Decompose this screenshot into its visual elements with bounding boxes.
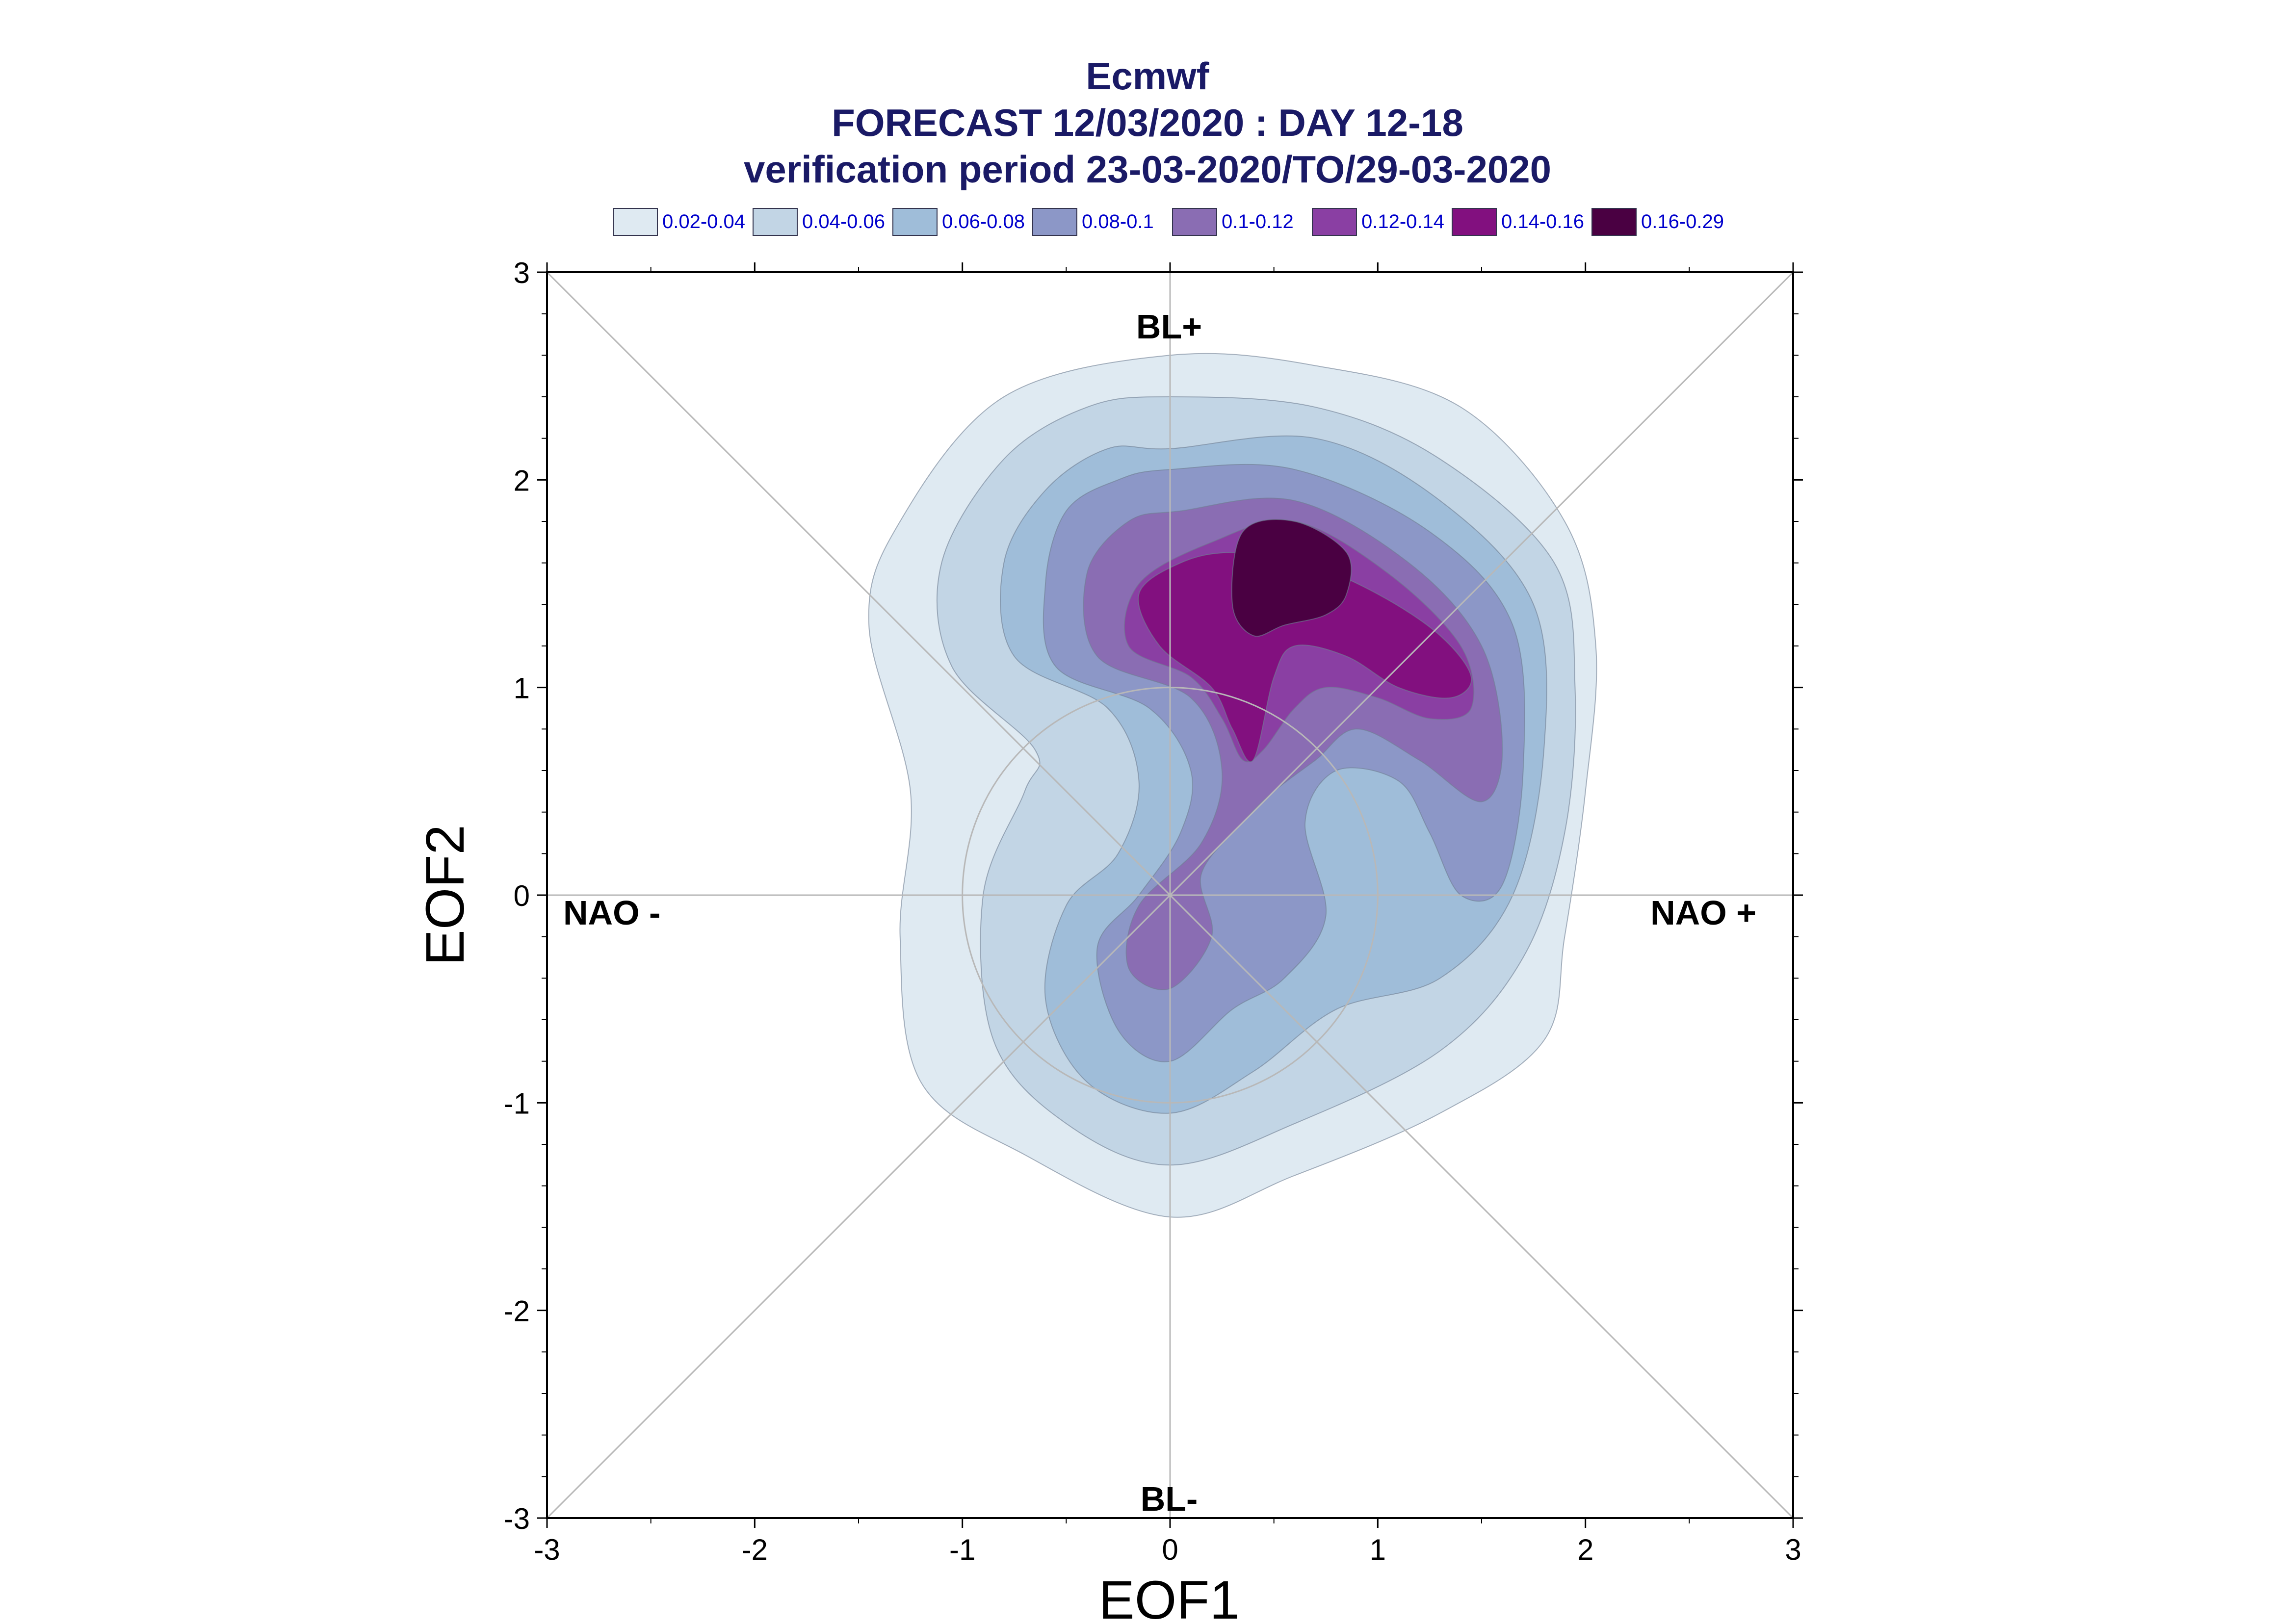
y-tick-label: -2 xyxy=(504,1295,530,1328)
legend-swatch xyxy=(892,208,938,236)
y-tick-label: 1 xyxy=(514,672,530,705)
x-tick-label: -3 xyxy=(534,1533,560,1566)
x-axis-title: EOF1 xyxy=(1098,1570,1239,1624)
x-tick-label: 1 xyxy=(1370,1533,1386,1566)
plot-area: -3 -2 -1 0 1 2 3 3 2 1 0 -1 -2 -3 xyxy=(504,257,1803,1566)
x-tick-label: 2 xyxy=(1577,1533,1593,1566)
legend-swatch xyxy=(753,208,798,236)
y-tick-label: 3 xyxy=(514,257,530,289)
legend-swatch xyxy=(1172,208,1217,236)
legend-swatch xyxy=(1312,208,1357,236)
y-tick-label: 0 xyxy=(514,879,530,912)
region-label-bl-plus: BL+ xyxy=(1136,308,1202,346)
y-tick-label: -3 xyxy=(504,1502,530,1535)
guide-lines xyxy=(546,271,1794,1519)
chart-subtitle-verification: verification period 23-03-2020/TO/29-03-… xyxy=(743,148,1552,191)
reference-circle xyxy=(962,687,1379,1104)
region-label-nao-plus: NAO + xyxy=(1650,894,1756,932)
legend-label: 0.08-0.1 xyxy=(1082,211,1154,232)
legend-swatch xyxy=(1032,208,1077,236)
chart-subtitle-forecast: FORECAST 12/03/2020 : DAY 12-18 xyxy=(832,101,1463,144)
x-tick-label: -1 xyxy=(949,1533,975,1566)
contour-level-7 xyxy=(1138,552,1472,762)
legend-swatch xyxy=(1591,208,1637,236)
density-contours xyxy=(868,353,1597,1218)
contour-level-8 xyxy=(1231,519,1352,637)
legend-label: 0.02-0.04 xyxy=(662,211,745,232)
legend-label: 0.06-0.08 xyxy=(942,211,1025,232)
region-label-bl-minus: BL- xyxy=(1141,1480,1198,1518)
y-axis-title: EOF2 xyxy=(415,825,475,965)
x-tick-label: 0 xyxy=(1162,1533,1178,1566)
y-tick-label: 2 xyxy=(514,464,530,497)
legend-label: 0.1-0.12 xyxy=(1222,211,1294,232)
legend-swatch xyxy=(613,208,658,236)
legend: 0.02-0.04 0.04-0.06 0.06-0.08 0.08-0.1 0.1-0… xyxy=(613,208,1724,236)
legend-label: 0.12-0.14 xyxy=(1361,211,1444,232)
axes: -3 -2 -1 0 1 2 3 3 2 1 0 -1 -2 -3 xyxy=(504,257,1803,1566)
x-tick-label: -2 xyxy=(742,1533,768,1566)
y-tick-label: -1 xyxy=(504,1087,530,1120)
legend-swatch xyxy=(1452,208,1497,236)
legend-label: 0.14-0.16 xyxy=(1501,211,1584,232)
legend-label: 0.16-0.29 xyxy=(1641,211,1724,232)
legend-label: 0.04-0.06 xyxy=(802,211,885,232)
x-tick-label: 3 xyxy=(1785,1533,1801,1566)
region-label-nao-minus: NAO - xyxy=(563,894,660,932)
chart-title: Ecmwf xyxy=(1086,54,1209,98)
